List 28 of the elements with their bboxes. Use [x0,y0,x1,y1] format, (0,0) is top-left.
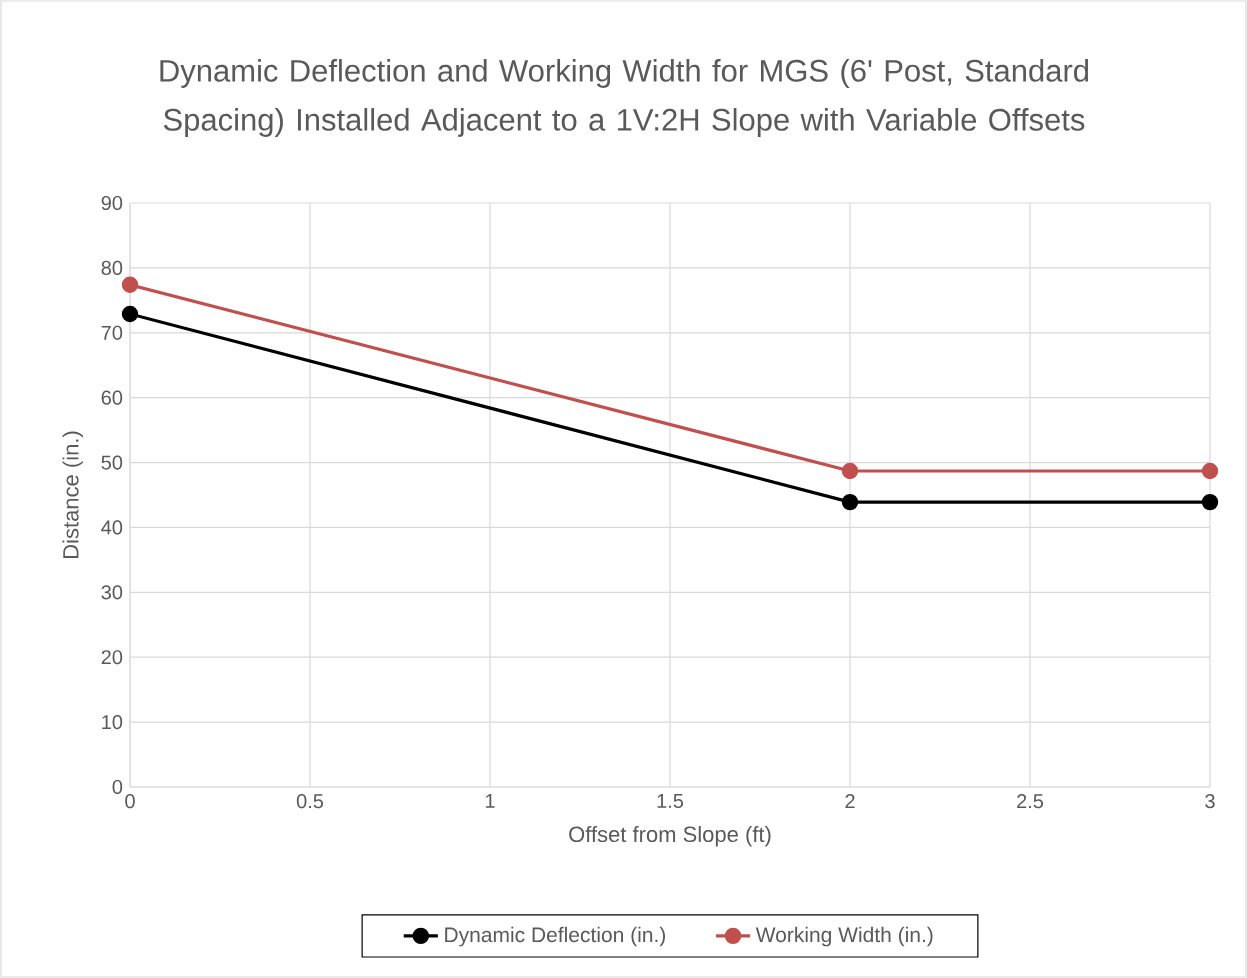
x-tick-label: 2 [845,794,855,809]
x-tick-label: 3 [1205,794,1215,809]
point [1201,462,1219,480]
point [1201,493,1219,511]
y-tick-label: 40 [101,520,123,535]
legend-label: Working Width (in.) [755,926,933,947]
y-tick-label: 80 [101,260,123,275]
y-tick-label: 10 [102,715,123,730]
x-tick-label: 0 [125,794,135,809]
x-tick-label: 1 [485,794,495,808]
y-tick-label: 20 [101,650,123,665]
x-tick-label: 1.5 [657,794,684,808]
x-tick-label: 0.5 [296,794,324,809]
y-tick-label: 50 [101,455,123,470]
legend-label: Dynamic Deflection (in.) [445,926,666,947]
point [841,493,859,511]
y-tick-label: 90 [101,195,123,211]
point [841,462,859,480]
y-tick-label: 60 [101,390,123,405]
point [121,305,139,323]
x-tick-label: 2.5 [1017,794,1044,809]
y-tick-label: 30 [101,585,123,600]
x-axis-title: Offset from Slope (ft) [569,825,771,847]
y-tick-label: 70 [101,325,123,340]
y-axis-title: Distance (in.) [62,431,83,558]
point [121,276,139,293]
chart-title: Dynamic Deflection and Working Width for MGS (6' Post, Standard Spacing) Installed Adjacent to a 1V:2H Slope with Variable Offsets [160,59,1089,137]
y-tick-label: 0 [112,779,123,795]
